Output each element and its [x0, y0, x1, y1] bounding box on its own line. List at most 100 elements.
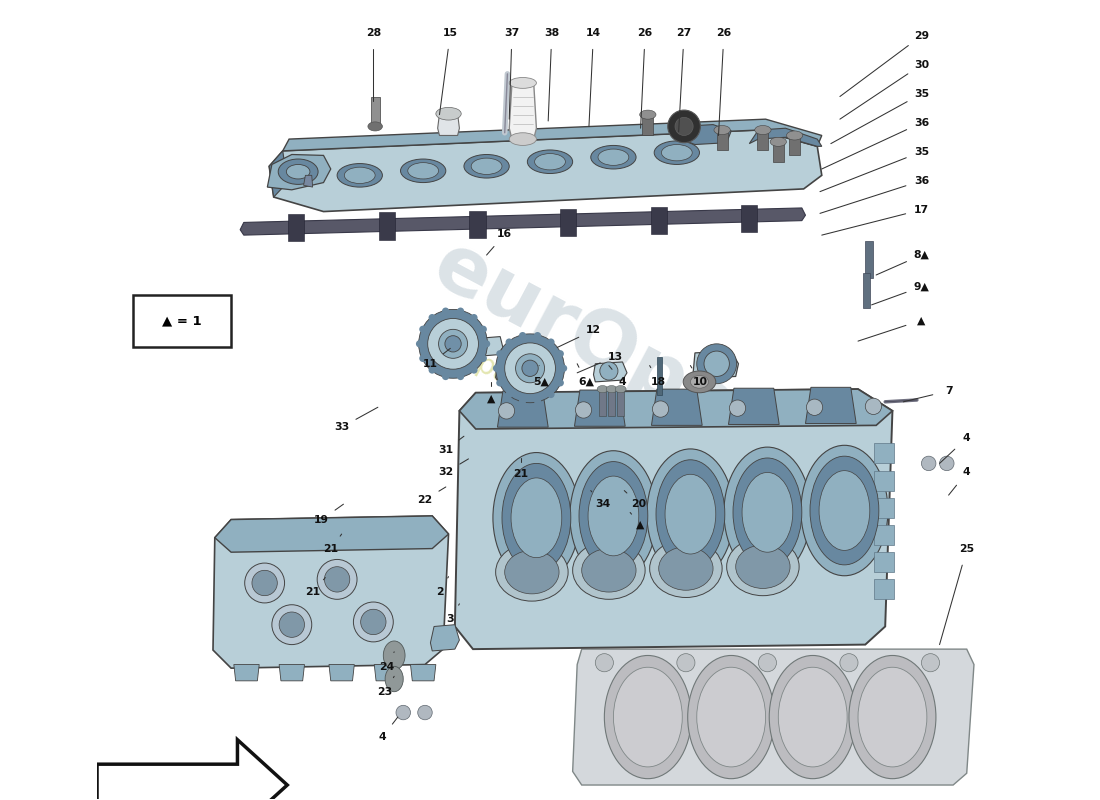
Bar	[874, 498, 894, 518]
Bar	[741, 206, 758, 233]
Polygon shape	[97, 740, 287, 800]
Text: 21: 21	[514, 470, 529, 479]
Bar	[717, 130, 727, 150]
Text: 4: 4	[962, 467, 970, 478]
Text: 24: 24	[379, 662, 395, 672]
Circle shape	[505, 343, 556, 394]
Text: 38: 38	[544, 28, 560, 38]
Polygon shape	[283, 119, 822, 151]
Ellipse shape	[604, 655, 691, 778]
Circle shape	[324, 566, 350, 592]
Circle shape	[456, 307, 464, 314]
Polygon shape	[693, 351, 738, 378]
Polygon shape	[430, 625, 460, 651]
Text: 12: 12	[586, 326, 601, 335]
Circle shape	[548, 338, 554, 346]
Ellipse shape	[385, 666, 404, 692]
Text: 21: 21	[323, 545, 339, 554]
Circle shape	[506, 338, 513, 346]
Circle shape	[429, 366, 436, 374]
Ellipse shape	[606, 386, 617, 393]
Polygon shape	[573, 649, 974, 785]
Text: 36: 36	[914, 176, 929, 186]
Bar	[371, 98, 380, 126]
Bar	[874, 443, 894, 463]
Circle shape	[806, 399, 823, 415]
Circle shape	[419, 326, 427, 333]
Ellipse shape	[400, 159, 446, 182]
Text: 35: 35	[914, 146, 929, 157]
Text: 33: 33	[334, 422, 350, 432]
Bar	[560, 209, 576, 236]
Circle shape	[922, 654, 939, 672]
Text: 16: 16	[497, 230, 513, 239]
Ellipse shape	[614, 667, 682, 767]
Text: ▲ = 1: ▲ = 1	[163, 314, 202, 328]
Ellipse shape	[588, 476, 639, 556]
Ellipse shape	[502, 463, 571, 572]
Text: 5▲: 5▲	[534, 377, 549, 387]
Circle shape	[471, 314, 477, 322]
Circle shape	[668, 110, 701, 142]
Text: 29: 29	[914, 31, 929, 41]
Polygon shape	[234, 665, 260, 681]
Ellipse shape	[858, 667, 927, 767]
Text: 10: 10	[693, 377, 708, 387]
Circle shape	[758, 654, 777, 672]
Polygon shape	[240, 208, 805, 235]
Circle shape	[729, 400, 746, 416]
Text: 21: 21	[305, 587, 320, 597]
Circle shape	[493, 365, 500, 372]
Polygon shape	[329, 665, 354, 681]
Text: 26: 26	[716, 28, 732, 38]
Text: 4: 4	[378, 732, 386, 742]
Ellipse shape	[509, 78, 537, 88]
Text: 8▲: 8▲	[913, 250, 930, 260]
Circle shape	[418, 706, 432, 720]
Text: 22: 22	[417, 494, 432, 505]
Circle shape	[866, 398, 881, 414]
Text: ▲: ▲	[917, 315, 925, 326]
Circle shape	[252, 570, 277, 596]
Bar	[642, 114, 653, 134]
Polygon shape	[304, 175, 312, 187]
Circle shape	[557, 350, 564, 358]
Text: 28: 28	[366, 28, 381, 38]
Ellipse shape	[598, 149, 629, 166]
Ellipse shape	[464, 154, 509, 178]
Polygon shape	[473, 337, 503, 357]
Text: 37: 37	[504, 28, 519, 38]
Polygon shape	[214, 516, 449, 552]
Ellipse shape	[496, 543, 568, 601]
Circle shape	[496, 350, 504, 358]
Bar	[874, 525, 894, 545]
Text: 36: 36	[914, 118, 929, 128]
Bar	[378, 213, 395, 240]
Text: a passion for parts since 1985: a passion for parts since 1985	[449, 337, 833, 558]
Polygon shape	[460, 389, 892, 429]
Ellipse shape	[278, 159, 318, 184]
Ellipse shape	[849, 655, 936, 778]
Ellipse shape	[736, 545, 790, 589]
Ellipse shape	[724, 447, 811, 578]
Ellipse shape	[769, 655, 856, 778]
Circle shape	[442, 307, 449, 314]
Bar	[862, 273, 870, 307]
Ellipse shape	[493, 453, 580, 583]
Polygon shape	[749, 128, 822, 146]
Circle shape	[279, 612, 305, 638]
Bar	[650, 207, 667, 234]
Circle shape	[498, 402, 515, 419]
Ellipse shape	[509, 133, 537, 146]
Text: 15: 15	[443, 28, 458, 38]
Ellipse shape	[654, 141, 700, 165]
Text: 35: 35	[914, 89, 929, 98]
Polygon shape	[509, 83, 537, 139]
Circle shape	[521, 360, 538, 377]
Ellipse shape	[615, 386, 626, 393]
Ellipse shape	[810, 456, 879, 565]
Bar	[288, 214, 305, 242]
Bar	[874, 579, 894, 599]
Text: 30: 30	[914, 60, 929, 70]
Text: 23: 23	[377, 686, 393, 697]
